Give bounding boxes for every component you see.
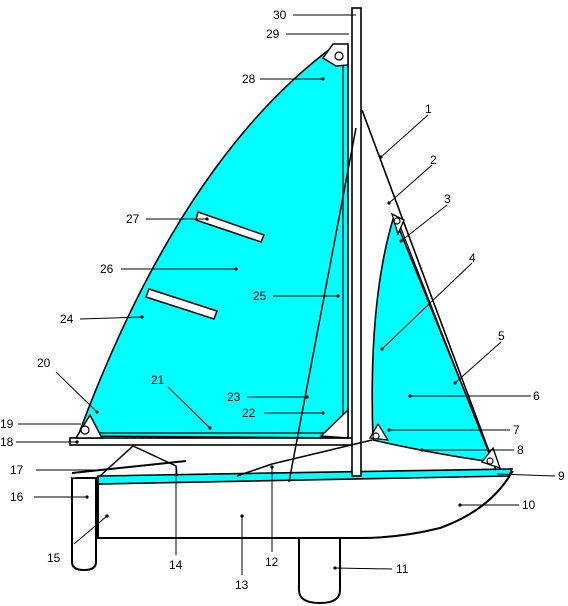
deck-stripe	[97, 468, 514, 485]
callout-5: 5	[498, 329, 505, 343]
head-grommet	[334, 51, 344, 61]
callout-labels: 1 2 3 4 5 6 7 8 9 10 11 12 13 14 15 16 1…	[0, 8, 565, 592]
dot-7	[387, 428, 391, 432]
dot-23	[305, 395, 309, 399]
dot-16	[85, 495, 89, 499]
callout-14: 14	[169, 558, 183, 572]
callout-13: 13	[235, 578, 249, 592]
mainsheet	[99, 445, 178, 477]
hull	[97, 470, 514, 539]
callout-26: 26	[100, 262, 114, 276]
leader-3	[400, 204, 448, 242]
callout-10: 10	[522, 498, 536, 512]
leader-21	[167, 386, 211, 429]
callout-22: 22	[242, 406, 256, 420]
callout-28: 28	[242, 72, 256, 86]
callout-29: 29	[266, 27, 280, 41]
dot-8	[420, 448, 424, 452]
callout-30: 30	[273, 8, 287, 22]
callout-2: 2	[430, 153, 437, 167]
callout-19: 19	[0, 417, 14, 431]
leader-1	[380, 114, 429, 158]
callout-12: 12	[265, 555, 279, 569]
callout-15: 15	[47, 551, 61, 565]
callout-8: 8	[517, 443, 524, 457]
dot-6	[408, 394, 412, 398]
mainsail	[76, 45, 349, 439]
callout-7: 7	[513, 423, 520, 437]
dot-11	[333, 566, 337, 570]
callout-16: 16	[10, 490, 24, 504]
jib-luff	[399, 225, 491, 457]
mainsail-tack-patch	[319, 408, 349, 439]
dot-12	[270, 465, 274, 469]
leader-15	[73, 515, 108, 545]
callout-20: 20	[37, 356, 51, 370]
dot-15	[105, 514, 109, 518]
jib-head-grommet	[393, 217, 401, 225]
batten-upper	[195, 211, 266, 243]
callout-9: 9	[558, 469, 565, 483]
dot-10	[458, 503, 462, 507]
callout-11: 11	[396, 562, 409, 576]
callout-3: 3	[444, 192, 451, 206]
batten-lower	[145, 288, 218, 320]
dot-22	[321, 411, 325, 415]
leader-lines	[16, 14, 556, 575]
dot-25	[336, 294, 340, 298]
dot-28	[321, 77, 325, 81]
boom	[69, 437, 354, 446]
callout-24: 24	[60, 312, 74, 326]
leader-5	[454, 341, 502, 384]
leader-4	[381, 262, 473, 350]
jib-tack-grommet	[486, 457, 494, 465]
centerboard	[298, 537, 341, 605]
callout-1: 1	[425, 102, 432, 116]
jib-clew-grommet	[372, 432, 380, 440]
rudder	[71, 477, 97, 572]
leader-24	[79, 316, 143, 320]
tiller-highlight	[71, 464, 187, 478]
dot-4	[380, 347, 384, 351]
leader-2	[388, 164, 433, 204]
jib-sheet	[236, 439, 373, 477]
callout-4: 4	[469, 251, 476, 265]
dot-27	[205, 217, 209, 221]
callout-17: 17	[10, 463, 24, 477]
forestay	[361, 109, 497, 471]
callout-6: 6	[533, 389, 540, 403]
callout-21: 21	[151, 373, 165, 387]
dot-20	[95, 410, 99, 414]
dot-1	[379, 155, 383, 159]
jib	[371, 213, 495, 463]
shroud	[288, 127, 357, 483]
dot-13	[240, 514, 244, 518]
leader-9	[496, 473, 556, 477]
callout-23: 23	[227, 390, 241, 404]
leader-20	[55, 371, 98, 413]
callout-25: 25	[253, 289, 267, 303]
dot-26	[234, 267, 238, 271]
callout-27: 27	[126, 212, 140, 226]
dot-2	[387, 201, 391, 205]
leader-dots	[75, 77, 462, 570]
leader-11	[334, 567, 393, 570]
callout-18: 18	[0, 435, 14, 449]
dot-24	[140, 315, 144, 319]
tiller	[71, 460, 187, 474]
dot-5	[453, 381, 457, 385]
dot-18	[75, 440, 79, 444]
mast	[351, 7, 362, 477]
dot-3	[399, 239, 403, 243]
clew-grommet	[80, 425, 90, 435]
dot-21	[208, 426, 212, 430]
